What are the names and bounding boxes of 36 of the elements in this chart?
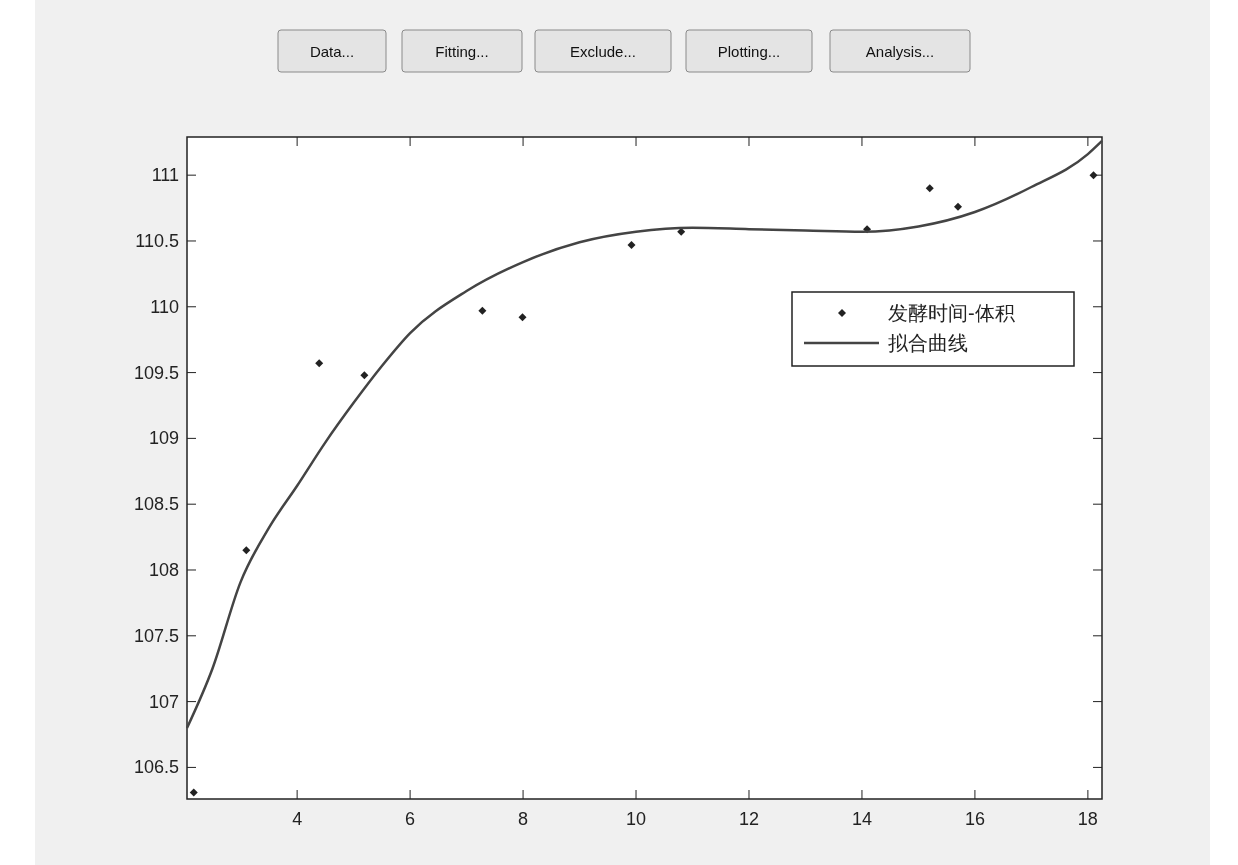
x-tick-label: 18	[1077, 809, 1098, 829]
y-tick-label: 106.5	[133, 757, 179, 778]
point	[315, 359, 324, 368]
point	[478, 306, 487, 315]
point	[360, 371, 369, 380]
x-tick-label: 12	[738, 809, 760, 829]
x-tick-label: 4	[292, 809, 303, 829]
y-tick-label: 107	[148, 691, 179, 712]
y-tick-label: 110	[150, 296, 179, 317]
point	[953, 202, 962, 211]
point	[518, 313, 527, 322]
y-tick-label: 109.5	[133, 362, 179, 383]
button: Plotting...	[685, 29, 813, 73]
button: Exclude...	[534, 29, 672, 73]
point	[189, 788, 198, 797]
button: Fitting...	[401, 29, 523, 73]
y-tick-label: 109	[148, 428, 179, 449]
point	[925, 184, 934, 193]
line-series	[185, 139, 1104, 730]
y-tick-label: 111	[151, 165, 179, 186]
button: Data...	[277, 29, 387, 73]
point	[627, 240, 636, 249]
point	[242, 546, 251, 555]
x-tick-label: 6	[405, 809, 416, 829]
y-tick-label: 110.5	[135, 230, 179, 251]
x-tick-label: 16	[964, 809, 985, 829]
point	[1089, 171, 1098, 180]
y-tick-label: 108.5	[133, 494, 179, 515]
x-tick-label: 8	[518, 809, 529, 829]
legend-label: 拟合曲线	[888, 332, 968, 354]
y-tick-label: 108	[148, 560, 179, 580]
button: Analysis...	[829, 29, 971, 73]
x-tick-label: 14	[851, 809, 872, 829]
y-tick-label: 107.5	[133, 625, 179, 646]
x-tick-label: 10	[626, 809, 647, 829]
legend-label: 发酵时间-体积	[888, 302, 1015, 324]
